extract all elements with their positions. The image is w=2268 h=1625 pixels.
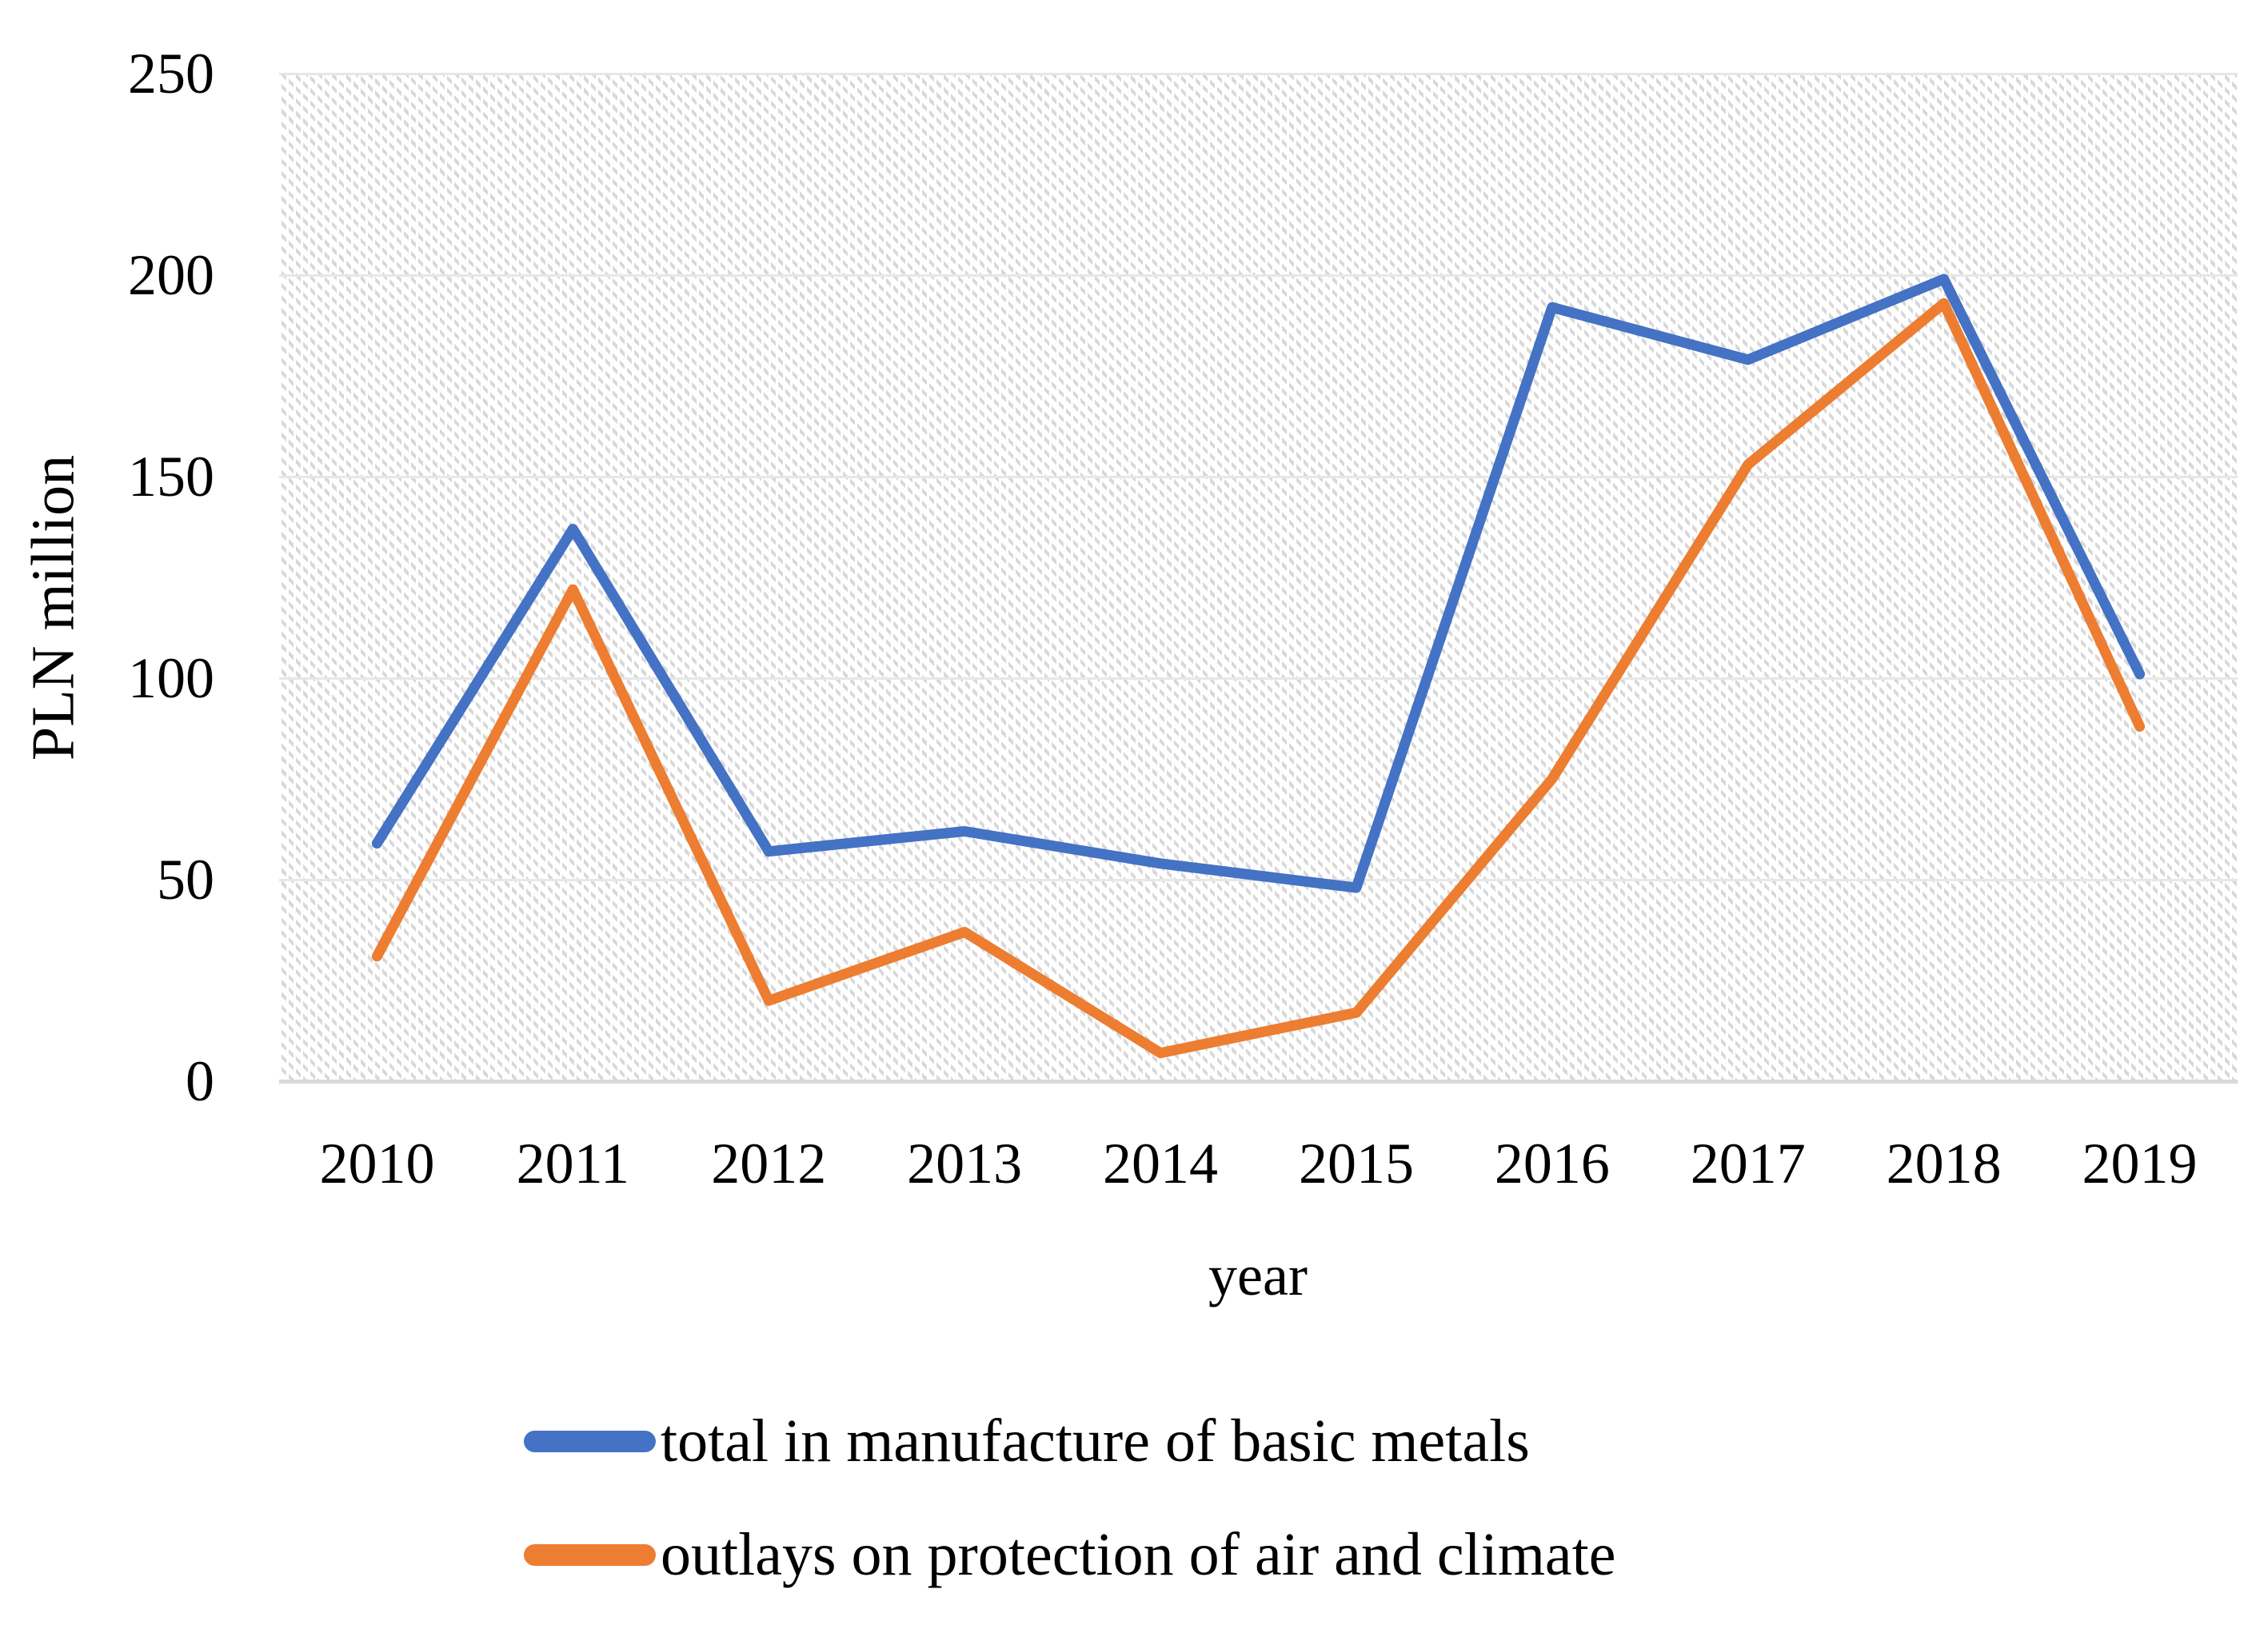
legend-swatch-icon [524,1543,656,1566]
gridline-200 [279,273,2238,277]
y-tick-label: 200 [128,243,214,307]
x-tick-label: 2017 [1690,1132,1806,1196]
y-tick-label: 250 [128,42,214,106]
y-tick-label: 50 [157,848,214,912]
x-tick-label: 2012 [711,1132,827,1196]
line-outlays-air-climate [371,297,2146,1059]
x-tick-label: 2015 [1298,1132,1414,1196]
legend-swatch-icon [524,1430,656,1452]
y-tick-label: 0 [186,1049,214,1113]
gridline-100 [279,677,2238,680]
legend-label: total in manufacture of basic metals [661,1407,1530,1475]
x-axis-line [279,1080,2238,1084]
gridline-150 [279,475,2238,478]
x-tick-label: 2018 [1886,1132,2002,1196]
y-tick-label: 150 [128,445,214,509]
legend-label: outlays on protection of air and climate [661,1521,1616,1588]
x-tick-label: 2019 [2082,1132,2198,1196]
x-tick-label: 2014 [1103,1132,1219,1196]
x-axis-title: year [1208,1244,1308,1308]
line-total-basic-metals [371,273,2146,893]
x-tick-label: 2013 [907,1132,1023,1196]
gridline-250 [279,72,2238,75]
x-tick-label: 2010 [319,1132,435,1196]
x-tick-label: 2016 [1494,1132,1610,1196]
legend-item: total in manufacture of basic metals [524,1401,1616,1481]
y-axis-title: PLN million [19,454,87,761]
y-tick-label: 100 [128,646,214,710]
x-tick-label: 2011 [516,1132,629,1196]
legend: total in manufacture of basic metals outl… [524,1401,1616,1595]
legend-item: outlays on protection of air and climate [524,1515,1616,1595]
